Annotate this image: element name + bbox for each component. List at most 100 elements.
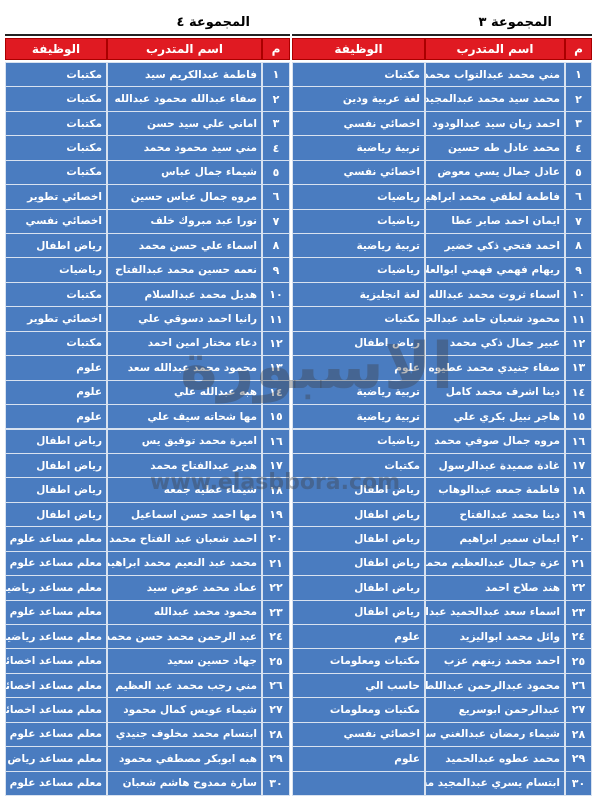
job-title: مكتبات — [5, 110, 107, 137]
row-number: ١٥ — [565, 404, 592, 430]
job-title: معلم مساعد اخصائي تطو — [5, 697, 107, 723]
row-number: ١٧ — [565, 452, 592, 479]
job-title: رياض اطفال — [292, 330, 425, 357]
trainee-name: صفاء جنيدي محمد عطيوه — [425, 355, 565, 381]
row-number: ١٣ — [262, 355, 290, 381]
trainee-name: احمد فتحي ذكي خضير — [425, 233, 565, 259]
job-title: مكتبات — [5, 86, 107, 112]
row-number: ١٨ — [565, 477, 592, 503]
row-number: ١٧ — [262, 452, 290, 479]
row-number: ٧ — [262, 208, 290, 235]
trainee-name: ابتسام محمد مخلوف جنيدي — [107, 721, 262, 748]
trainee-name: محمود محمد عبدالله — [107, 599, 262, 625]
row-number: ٤ — [262, 135, 290, 161]
row-number: ٤ — [565, 135, 592, 161]
job-title: لغة عربية ودين — [292, 86, 425, 112]
trainee-name: عزة جمال عبدالعظيم محمد — [425, 550, 565, 577]
job-title: مكتبات — [292, 306, 425, 332]
job-title: معلم مساعد علوم — [5, 770, 107, 796]
row-number: ١٩ — [262, 501, 290, 528]
row-number: ٢٠ — [565, 526, 592, 552]
row-number: ٢٨ — [262, 721, 290, 748]
row-number: ١٠ — [262, 281, 290, 308]
job-title: علوم — [292, 746, 425, 772]
job-title: رياض اطفال — [5, 477, 107, 503]
trainee-name: شيماء عويس كمال محمود — [107, 697, 262, 723]
trainee-name: مها احمد حسن اسماعيل — [107, 501, 262, 528]
column-header: الوظيفة — [5, 38, 107, 60]
trainee-name: عادل جمال يسي معوض — [425, 159, 565, 186]
trainee-name: ابتسام يسري عبدالمجيد محمد — [425, 770, 565, 796]
job-title: رياض اطفال — [5, 501, 107, 528]
trainee-name: محمود عبدالرحمن عبداللطيف — [425, 672, 565, 699]
trainee-name: مني سيد محمود محمد — [107, 135, 262, 161]
job-title: معلم مساعد اخصائي تطو — [5, 672, 107, 699]
trainee-name: مروه جمال عباس حسين — [107, 184, 262, 210]
trainee-name: هدير عبدالفتاح محمد — [107, 452, 262, 479]
column-header: اسم المتدرب — [425, 38, 565, 60]
job-title: علوم — [5, 379, 107, 406]
job-title: مكتبات — [5, 159, 107, 186]
row-number: ١١ — [565, 306, 592, 332]
trainee-name: هبه عبدالله علي — [107, 379, 262, 406]
row-number: ١٣ — [565, 355, 592, 381]
column-header: اسم المتدرب — [107, 38, 262, 60]
row-number: ١٠ — [565, 281, 592, 308]
job-title: رياض اطفال — [292, 477, 425, 503]
row-number: ١٤ — [565, 379, 592, 406]
trainee-name: فاطمة عبدالكريم سيد — [107, 62, 262, 88]
row-number: ٣ — [565, 110, 592, 137]
trainee-name: اسماء علي حسن محمد — [107, 233, 262, 259]
job-title: مكتبات ومعلومات — [292, 648, 425, 674]
row-number: ٢٧ — [565, 697, 592, 723]
trainee-name: مروه جمال صوفي محمد — [425, 428, 565, 454]
job-title: رياض اطفال — [292, 526, 425, 552]
trainee-name: ايمان احمد صابر عطا — [425, 208, 565, 235]
job-title: اخصائي نفسي — [292, 721, 425, 748]
trainee-name: محمد عادل طه حسين — [425, 135, 565, 161]
job-title: رياض اطفال — [292, 575, 425, 601]
trainee-name: شيماء جمال عباس — [107, 159, 262, 186]
row-number: ٢٧ — [262, 697, 290, 723]
row-number: ٧ — [565, 208, 592, 235]
trainee-name: فاطمة جمعه عبدالوهاب — [425, 477, 565, 503]
trainee-name: فاطمة لطفي محمد ابراهيم — [425, 184, 565, 210]
trainee-name: مني محمد عبدالتواب محمد — [425, 62, 565, 88]
row-number: ٢٨ — [565, 721, 592, 748]
job-title: علوم — [292, 355, 425, 381]
row-number: ٢٥ — [262, 648, 290, 674]
trainee-name: احمد زيان سيد عبدالودود — [425, 110, 565, 137]
job-title: رياض اطفال — [292, 501, 425, 528]
row-number: ٩ — [262, 257, 290, 283]
job-title: حاسب الي — [292, 672, 425, 699]
trainee-name: هند صلاح احمد — [425, 575, 565, 601]
row-number: ٢٥ — [565, 648, 592, 674]
row-number: ١٦ — [262, 428, 290, 454]
job-title: مكتبات — [292, 62, 425, 88]
trainee-name: شيماء رمضان عبدالغني سيد — [425, 721, 565, 748]
job-title: اخصائي نفسي — [292, 159, 425, 186]
job-title: مكتبات — [292, 452, 425, 479]
row-number: ١٢ — [565, 330, 592, 357]
trainee-name: مها شحاته سيف علي — [107, 404, 262, 430]
trainee-name: دينا اشرف محمد كامل — [425, 379, 565, 406]
trainee-name: عماد محمد عوض سيد — [107, 575, 262, 601]
row-number: ٨ — [262, 233, 290, 259]
trainee-name: سارة ممدوح هاشم شعبان — [107, 770, 262, 796]
trainee-name: وائل محمد ابواليزيد — [425, 623, 565, 650]
trainee-name: محمد سيد محمد عبدالمجيد — [425, 86, 565, 112]
job-title: معلم مساعد علوم — [5, 526, 107, 552]
job-title: مكتبات — [5, 330, 107, 357]
job-title: معلم مساعد رياض اطفال — [5, 746, 107, 772]
trainee-name: محمود شعبان حامد عبدالحليم — [425, 306, 565, 332]
job-title: اخصائي نفسي — [292, 110, 425, 137]
column-header: م — [262, 38, 290, 60]
row-number: ٣٠ — [262, 770, 290, 796]
row-number: ٥ — [262, 159, 290, 186]
trainee-name: احمد محمد زينهم عزب — [425, 648, 565, 674]
job-title: رياض اطفال — [5, 452, 107, 479]
trainee-name: ايمان سمير ابراهيم — [425, 526, 565, 552]
trainee-name: جهاد حسين سعيد — [107, 648, 262, 674]
trainee-name: نورا عبد مبروك خلف — [107, 208, 262, 235]
